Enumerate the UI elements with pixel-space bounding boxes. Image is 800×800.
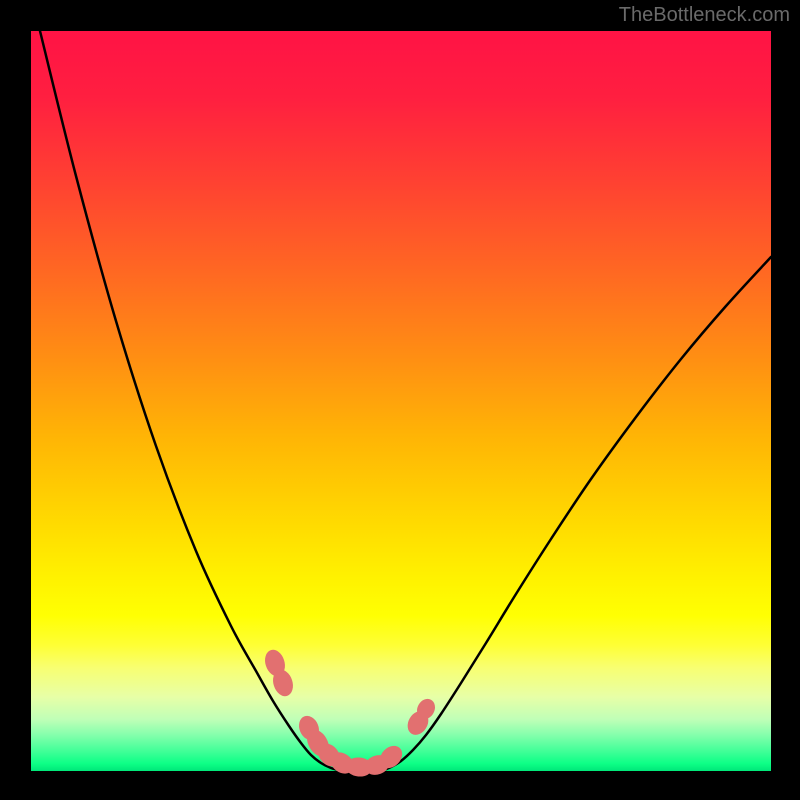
curve-markers (262, 648, 437, 778)
chart-canvas: TheBottleneck.com (0, 0, 800, 800)
curve-layer (31, 31, 771, 771)
bottleneck-curve (40, 31, 771, 771)
plot-area (31, 31, 771, 771)
watermark-text: TheBottleneck.com (619, 4, 790, 27)
